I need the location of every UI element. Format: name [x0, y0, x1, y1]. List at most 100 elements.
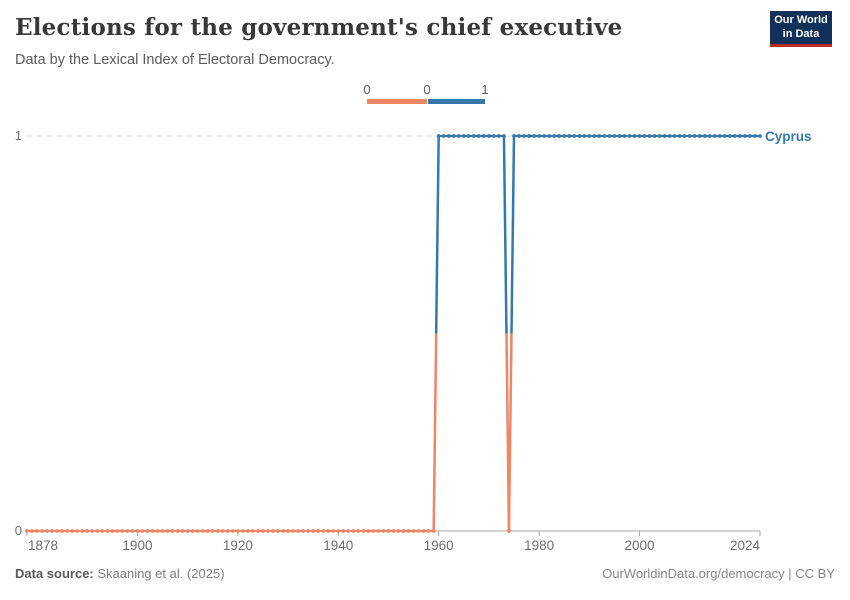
data-point-marker	[190, 529, 195, 533]
data-point-marker	[406, 529, 411, 533]
data-point-marker	[55, 529, 60, 533]
data-point-marker	[266, 529, 270, 533]
data-point-marker	[306, 529, 311, 533]
data-point-marker	[507, 529, 511, 533]
data-point-marker	[30, 529, 34, 533]
data-point-marker	[381, 529, 386, 533]
data-point-marker	[753, 134, 757, 138]
data-point-marker	[497, 134, 501, 138]
data-point-marker	[276, 529, 280, 533]
data-point-marker	[316, 529, 321, 533]
data-point-marker	[527, 134, 531, 138]
data-point-marker	[296, 529, 301, 533]
y-tick-label: 0	[15, 523, 22, 538]
data-point-marker	[642, 134, 647, 138]
data-point-marker	[225, 529, 230, 533]
data-point-marker	[512, 134, 516, 138]
data-point-marker	[622, 134, 627, 138]
data-point-marker	[592, 134, 597, 138]
data-point-marker	[466, 134, 471, 138]
data-point-marker	[537, 134, 541, 138]
data-point-marker	[261, 529, 265, 533]
data-point-marker	[195, 529, 200, 533]
data-point-marker	[748, 134, 752, 138]
data-point-marker	[170, 529, 175, 533]
data-point-marker	[632, 134, 637, 138]
page-title: Elections for the government's chief exe…	[15, 14, 623, 41]
data-point-marker	[155, 529, 160, 533]
data-point-marker	[587, 134, 592, 138]
data-point-marker	[492, 134, 496, 138]
data-point-marker	[25, 529, 29, 533]
data-point-marker	[326, 529, 331, 533]
data-point-marker	[65, 529, 70, 533]
data-point-marker	[351, 529, 356, 533]
data-point-marker	[667, 134, 672, 138]
data-point-marker	[677, 134, 682, 138]
data-point-marker	[341, 529, 346, 533]
owid-logo[interactable]: Our World in Data	[770, 11, 832, 47]
data-point-marker	[532, 134, 536, 138]
data-point-marker	[662, 134, 667, 138]
data-point-marker	[652, 134, 657, 138]
data-point-marker	[697, 134, 702, 138]
data-point-marker	[75, 529, 80, 533]
data-point-marker	[702, 134, 707, 138]
series-transition-line	[510, 135, 516, 334]
data-point-marker	[235, 529, 240, 533]
data-point-marker	[321, 529, 326, 533]
data-point-marker	[552, 134, 557, 138]
owid-logo-line2: in Data	[782, 27, 820, 40]
data-point-marker	[426, 529, 431, 533]
data-point-marker	[431, 529, 436, 533]
x-tick-label: 1900	[122, 538, 152, 553]
data-point-marker	[215, 529, 220, 533]
x-tick-label: 1980	[524, 538, 554, 553]
data-point-marker	[205, 529, 210, 533]
data-source-label: Data source:	[15, 566, 94, 581]
data-point-marker	[230, 529, 235, 533]
data-point-marker	[722, 134, 727, 138]
color-legend: 0 0 1	[0, 82, 850, 106]
data-point-marker	[210, 529, 215, 533]
data-point-marker	[336, 529, 341, 533]
data-point-marker	[707, 134, 712, 138]
data-point-marker	[291, 529, 295, 533]
data-point-marker	[145, 529, 150, 533]
data-point-marker	[220, 529, 225, 533]
data-point-marker	[105, 529, 110, 533]
data-point-marker	[451, 134, 456, 138]
legend-tick-label: 0	[363, 82, 371, 97]
legend-swatch-1[interactable]	[428, 99, 485, 104]
entity-label-cyprus[interactable]: Cyprus	[765, 129, 812, 144]
x-tick-label: 1878	[28, 538, 58, 553]
data-point-marker	[446, 134, 451, 138]
chart-subtitle: Data by the Lexical Index of Electoral D…	[15, 52, 335, 68]
data-point-marker	[110, 529, 115, 533]
data-point-marker	[461, 134, 466, 138]
data-point-marker	[712, 134, 717, 138]
legend-swatch-0[interactable]	[367, 99, 427, 104]
data-point-marker	[522, 134, 526, 138]
data-point-marker	[240, 529, 245, 533]
data-point-marker	[562, 134, 567, 138]
data-point-marker	[80, 529, 85, 533]
data-point-marker	[743, 134, 747, 138]
series-transition-line	[507, 333, 513, 532]
data-point-marker	[356, 529, 361, 533]
data-point-marker	[436, 134, 441, 138]
data-point-marker	[607, 134, 612, 138]
data-point-marker	[557, 134, 562, 138]
data-point-marker	[717, 134, 722, 138]
legend-tick-label: 0	[423, 82, 431, 97]
data-point-marker	[542, 134, 547, 138]
data-point-marker	[567, 134, 572, 138]
x-tick-label: 2024	[730, 538, 761, 553]
data-point-marker	[481, 134, 486, 138]
data-point-marker	[502, 134, 506, 138]
data-point-marker	[331, 529, 336, 533]
data-point-marker	[396, 529, 401, 533]
data-point-marker	[411, 529, 416, 533]
attribution-link[interactable]: OurWorldinData.org/democracy | CC BY	[602, 566, 835, 581]
